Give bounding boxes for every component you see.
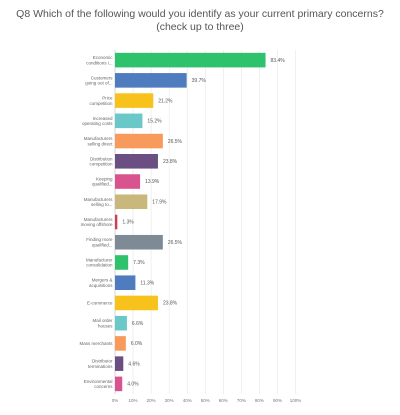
category-label: Manufacturers selling to...: [84, 197, 114, 207]
category-label: Manufacturer consolidation: [86, 257, 113, 267]
category-label: Finding more qualified...: [86, 237, 113, 247]
category-label: Manufacturers selling direct: [84, 136, 114, 146]
value-label: 13.9%: [145, 179, 160, 185]
category-label: Price competition: [89, 96, 113, 106]
value-label: 11.3%: [140, 280, 154, 286]
value-label: 21.2%: [158, 98, 173, 104]
bar[interactable]: [115, 356, 124, 371]
value-label: 23.8%: [163, 301, 178, 307]
value-label: 26.5%: [168, 240, 183, 246]
category-label: Distributor terminations: [88, 359, 113, 369]
x-tick-label: 20%: [147, 398, 156, 403]
value-label: 23.8%: [163, 159, 178, 165]
value-label: 83.4%: [271, 58, 286, 64]
bar[interactable]: [115, 194, 148, 210]
value-label: 4.0%: [127, 382, 139, 388]
bar[interactable]: [115, 174, 141, 189]
value-labels: 83.4% 39.7% 21.2% 15.2% 26.5% 23.8% 13.9% 17.9%…: [122, 58, 285, 388]
value-label: 7.3%: [133, 260, 145, 266]
value-label: 6.0%: [131, 341, 143, 347]
x-tick-label: 90%: [273, 398, 282, 403]
bar[interactable]: [115, 376, 123, 392]
value-label: 17.9%: [152, 199, 167, 205]
value-label: 4.6%: [128, 361, 140, 367]
x-tick-label: 40%: [183, 398, 192, 403]
value-label: 1.3%: [122, 220, 134, 226]
x-tick-label: 60%: [219, 398, 228, 403]
x-tick-label: 0%: [112, 398, 119, 403]
category-label: Mail order houses: [92, 318, 113, 328]
x-tick-label: 70%: [237, 398, 246, 403]
category-label: Customers going out of...: [85, 75, 113, 85]
category-label: E-commerce: [87, 301, 113, 306]
bar[interactable]: [115, 255, 129, 270]
bar[interactable]: [115, 275, 136, 290]
bar[interactable]: [115, 154, 158, 169]
bars: [115, 52, 266, 392]
x-tick-label: 100%: [290, 398, 302, 403]
bar[interactable]: [115, 336, 126, 351]
bar[interactable]: [115, 93, 154, 108]
bar[interactable]: [115, 113, 143, 129]
x-tick-label: 50%: [201, 398, 210, 403]
bar[interactable]: [115, 234, 163, 250]
x-axis-ticks: 0% 10% 20% 30% 40% 50% 60% 70% 80% 90% 100%: [112, 398, 302, 403]
x-tick-label: 10%: [129, 398, 138, 403]
category-label: Environmental concerns: [84, 379, 114, 389]
category-label: Mass merchants: [79, 341, 113, 346]
category-label: Keeping qualified...: [92, 177, 113, 187]
category-label: Mergers & acquisitions: [89, 278, 113, 288]
bar[interactable]: [115, 315, 127, 331]
value-label: 15.2%: [147, 119, 162, 125]
value-label: 6.6%: [132, 321, 144, 327]
value-label: 39.7%: [192, 78, 207, 84]
category-label: Increased operating costs: [82, 116, 113, 126]
x-tick-label: 80%: [255, 398, 264, 403]
category-labels: Economic conditions i... Customers going ou…: [79, 55, 113, 389]
chart-title: Q8 Which of the following would you iden…: [16, 8, 384, 33]
category-label: Distribution competition: [89, 156, 113, 166]
bar[interactable]: [115, 295, 158, 311]
bar[interactable]: [115, 133, 163, 149]
bar[interactable]: [115, 52, 266, 68]
x-tick-label: 30%: [165, 398, 174, 403]
category-label: Manufacturers moving offshore: [81, 217, 114, 227]
category-label: Economic conditions i...: [86, 55, 113, 65]
bar[interactable]: [115, 214, 118, 230]
value-label: 26.5%: [168, 139, 183, 145]
bar[interactable]: [115, 73, 187, 88]
